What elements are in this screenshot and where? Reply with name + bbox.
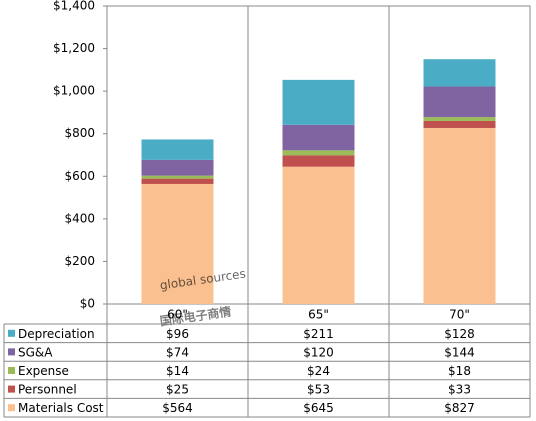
legend-swatch: [8, 404, 15, 412]
y-tick-label: $0: [80, 297, 95, 311]
bar-segment: [282, 166, 355, 304]
table-cell: $33: [448, 383, 471, 397]
table-cell: $211: [303, 327, 334, 341]
y-tick-label: $1,000: [53, 84, 95, 98]
bar-segment: [141, 183, 214, 304]
legend-swatch: [8, 329, 15, 337]
bar-segment: [423, 127, 496, 305]
table-cell: $24: [307, 364, 330, 378]
table-cell: $53: [307, 383, 330, 397]
y-tick-label: $1,400: [53, 0, 95, 13]
bar-segment: [423, 117, 496, 121]
table-cell: $564: [162, 401, 193, 415]
y-tick-label: $800: [64, 126, 95, 140]
table-cell: $14: [166, 364, 189, 378]
bar-segment: [282, 150, 355, 156]
y-tick-label: $1,200: [53, 41, 95, 55]
legend-label: Personnel: [18, 383, 77, 397]
legend-swatch: [8, 385, 15, 393]
bar-segment: [282, 79, 355, 125]
legend-label: Expense: [18, 364, 69, 378]
legend-swatch: [8, 367, 15, 374]
x-tick-label: 70": [449, 308, 470, 322]
table-cell: $74: [166, 345, 189, 359]
bar-segment: [423, 86, 496, 118]
legend-label: Materials Cost: [18, 401, 104, 415]
bar-segment: [423, 120, 496, 128]
bar-segment: [423, 59, 496, 87]
bar-segment: [282, 155, 355, 167]
table-cell: $120: [303, 345, 334, 359]
x-tick-label: 65": [308, 308, 329, 322]
table-cell: $827: [444, 401, 475, 415]
table-cell: $144: [444, 345, 475, 359]
legend-label: Depreciation: [18, 327, 95, 341]
y-tick-label: $200: [64, 254, 95, 268]
bar-segment: [141, 159, 214, 176]
table-cell: $128: [444, 327, 475, 341]
table-cell: $645: [303, 401, 334, 415]
y-tick-label: $400: [64, 211, 95, 225]
legend-label: SG&A: [18, 345, 53, 359]
legend-swatch: [8, 348, 15, 356]
y-tick-label: $600: [64, 169, 95, 183]
table-cell: $25: [166, 383, 189, 397]
bar-segment: [141, 139, 214, 160]
table-cell: $96: [166, 327, 189, 341]
bar-segment: [141, 175, 214, 179]
bar-segment: [141, 178, 214, 184]
table-cell: $18: [448, 364, 471, 378]
x-tick-label: 60": [167, 308, 188, 322]
bar-segment: [282, 124, 355, 151]
